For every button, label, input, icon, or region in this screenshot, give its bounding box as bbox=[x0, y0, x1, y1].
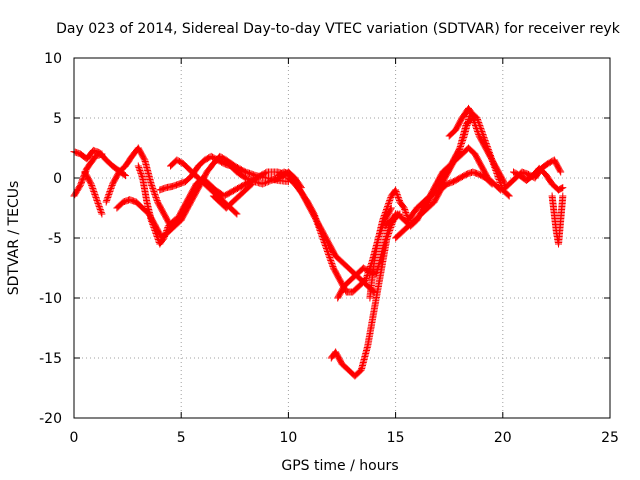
point-marks bbox=[548, 192, 567, 248]
x-tick-labels: 0 5 10 15 20 25 bbox=[70, 430, 619, 446]
y-tick-label: 5 bbox=[53, 111, 62, 127]
point-marks bbox=[445, 104, 479, 140]
y-tick-label: -5 bbox=[48, 231, 62, 247]
series-arc-14 bbox=[366, 108, 513, 302]
x-tick-label: 20 bbox=[494, 430, 512, 446]
point-marks bbox=[209, 180, 256, 212]
x-tick-label: 5 bbox=[177, 430, 186, 446]
point-marks bbox=[392, 168, 496, 242]
series-arc-9 bbox=[209, 180, 256, 212]
chart-title: Day 023 of 2014, Sidereal Day-to-day VTE… bbox=[56, 21, 621, 37]
plot-frame bbox=[73, 57, 611, 419]
series-arc-16 bbox=[392, 168, 496, 242]
series-arc-21 bbox=[548, 192, 567, 248]
series-arc-20 bbox=[510, 164, 567, 194]
point-marks bbox=[366, 108, 513, 302]
y-tick-label: -20 bbox=[39, 411, 62, 427]
series-arc-10 bbox=[274, 168, 378, 296]
y-axis-label: SDTVAR / TECUs bbox=[6, 181, 22, 296]
x-tick-label: 15 bbox=[387, 430, 405, 446]
point-marks bbox=[510, 164, 567, 194]
point-marks bbox=[424, 114, 509, 206]
point-marks bbox=[81, 168, 106, 218]
y-tick-label: 10 bbox=[44, 51, 62, 67]
point-marks bbox=[274, 168, 378, 296]
point-marks bbox=[134, 162, 185, 248]
x-axis-label: GPS time / hours bbox=[281, 458, 398, 474]
y-tick-label: 0 bbox=[53, 171, 62, 187]
series-arc-18 bbox=[445, 104, 479, 140]
data-points bbox=[70, 104, 567, 380]
series-arc-3 bbox=[81, 168, 106, 218]
y-tick-label: -10 bbox=[39, 291, 62, 307]
y-tick-labels: 10 5 0 -5 -10 -15 -20 bbox=[39, 51, 62, 427]
x-tick-label: 0 bbox=[70, 430, 79, 446]
y-tick-label: -15 bbox=[39, 351, 62, 367]
point-marks bbox=[167, 156, 241, 218]
series-arc-17 bbox=[424, 114, 509, 206]
x-tick-label: 25 bbox=[601, 430, 619, 446]
x-tick-label: 10 bbox=[279, 430, 297, 446]
series-arc-8 bbox=[167, 156, 241, 218]
series-arc-6 bbox=[134, 162, 185, 248]
